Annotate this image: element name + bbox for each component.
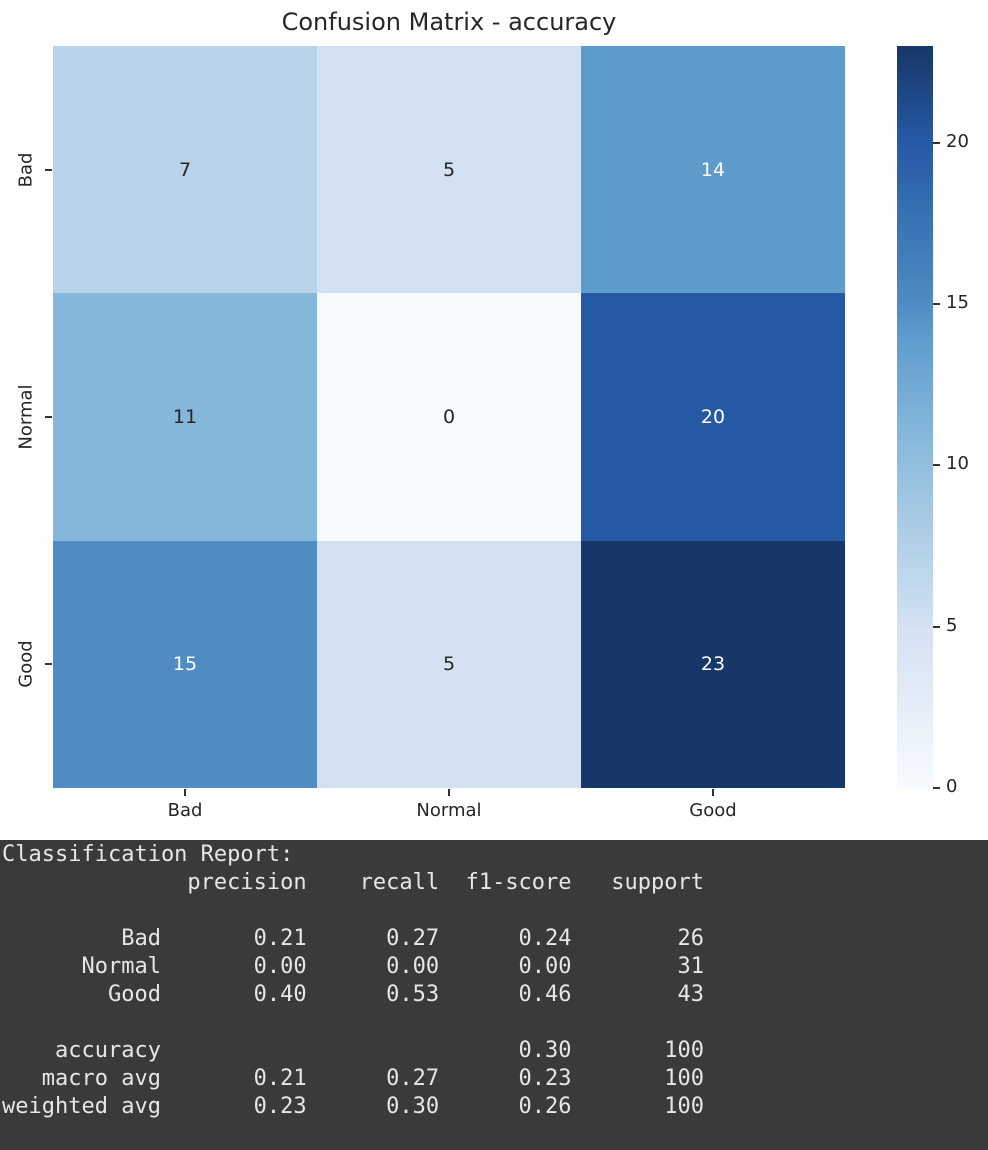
heatmap-cell: 23: [581, 540, 845, 788]
x-axis-label: Bad: [167, 800, 203, 821]
colorbar-tick-mark: [933, 464, 940, 467]
colorbar-tick-mark: [933, 787, 940, 789]
classification-report-text: Classification Report: precision recall …: [2, 842, 704, 1119]
x-axis-tick: [184, 789, 186, 796]
y-axis-tick: [45, 416, 52, 418]
heatmap: 7 5 14 11 0 20 15 5 23: [53, 46, 845, 788]
colorbar-tick-label: 10: [946, 453, 969, 475]
y-axis-label: Good: [15, 640, 37, 688]
confusion-matrix-figure: Confusion Matrix - accuracy 7 5 14 11 0 …: [15, 8, 969, 821]
x-axis-label: Good: [689, 800, 737, 821]
colorbar-tick-label: 15: [946, 292, 969, 314]
heatmap-cell: 15: [53, 540, 317, 788]
heatmap-cell: 11: [53, 293, 317, 541]
colorbar-tick-label: 5: [946, 614, 958, 636]
x-axis-tick: [712, 789, 714, 796]
y-axis-label: Bad: [15, 152, 37, 188]
heatmap-cell: 7: [53, 46, 317, 294]
y-axis-tick: [45, 663, 52, 665]
heatmap-cell: 5: [317, 46, 581, 294]
colorbar-tick-label: 0: [946, 776, 958, 797]
y-axis-label: Normal: [15, 384, 37, 450]
heatmap-cell: 0: [317, 293, 581, 541]
colorbar: [897, 46, 933, 788]
chart-title: Confusion Matrix - accuracy: [281, 8, 617, 36]
y-axis-tick: [45, 169, 52, 171]
heatmap-cell: 20: [581, 293, 845, 541]
colorbar-tick-label: 20: [946, 130, 969, 152]
colorbar-tick-mark: [933, 141, 940, 144]
heatmap-cell: 14: [581, 46, 845, 294]
colorbar-tick-mark: [933, 625, 940, 628]
x-axis-tick: [448, 789, 450, 796]
colorbar-tick-mark: [933, 303, 940, 306]
x-axis-label: Normal: [416, 800, 482, 821]
classification-report-panel: Classification Report: precision recall …: [0, 840, 988, 1150]
heatmap-cell: 5: [317, 540, 581, 788]
